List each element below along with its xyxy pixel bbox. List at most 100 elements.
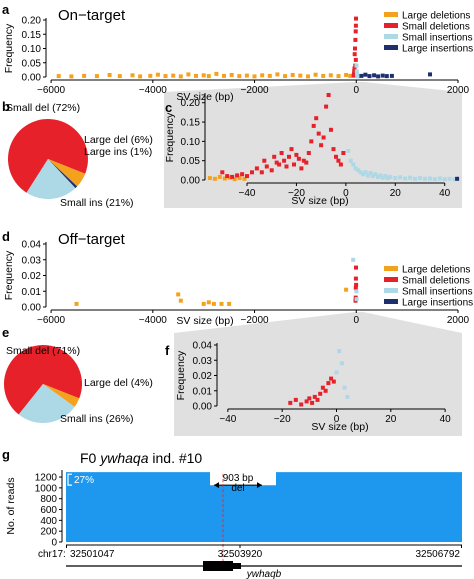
point-large-del-0	[74, 301, 79, 306]
pie-label: Small ins (21%)	[60, 197, 134, 209]
point-large-del-23	[260, 73, 265, 78]
point-small-ins-1	[348, 158, 353, 163]
point-small-del-9	[320, 385, 325, 390]
point-large-del-3	[94, 74, 99, 79]
point-large-ins-2	[367, 74, 372, 79]
point-small-del-4	[353, 46, 357, 51]
y-tick-label: 1000	[35, 483, 58, 494]
y-tick-label: 0.03	[22, 255, 42, 266]
pie-slice-large-del	[48, 159, 86, 187]
point-large-del-26	[283, 74, 288, 79]
point-small-del-3	[235, 173, 240, 178]
x-tick-label: −4000	[139, 85, 168, 96]
deletion-size-label: 903 bp	[223, 473, 254, 484]
point-small-ins-4	[356, 168, 361, 173]
y-tick-label: 0	[51, 538, 57, 549]
point-small-ins-20	[403, 176, 408, 181]
point-small-del-15	[279, 151, 284, 155]
point-large-del-15	[201, 73, 206, 78]
point-small-ins-24	[422, 176, 427, 181]
point-small-del-18	[287, 154, 291, 159]
panel-letter-c: c	[165, 100, 172, 115]
point-small-del-8	[318, 391, 323, 396]
point-small-ins-25	[427, 176, 432, 181]
point-small-del-2	[353, 286, 358, 291]
point-large-del-22	[252, 74, 257, 79]
point-small-del-16	[282, 158, 287, 163]
point-small-del-38	[336, 158, 341, 163]
x-tick-label: −40	[239, 188, 256, 199]
point-large-del-25	[275, 72, 280, 77]
point-small-ins-8	[366, 173, 371, 178]
point-small-ins-22	[413, 176, 417, 181]
x-tick-label: 20	[385, 414, 397, 425]
point-small-del-20	[292, 162, 296, 167]
legend-swatch	[384, 266, 398, 271]
zoom-trapezoid	[174, 312, 462, 436]
point-large-del-7	[138, 74, 143, 79]
point-large-del-5	[117, 74, 122, 79]
legend-label: Small deletions	[402, 22, 470, 33]
point-large-del-20	[237, 74, 242, 79]
point-small-del-31	[319, 143, 324, 148]
y-axis-label: No. of reads	[5, 477, 17, 534]
panel-letter-b: b	[2, 99, 10, 114]
point-large-ins-6	[384, 74, 389, 79]
point-small-ins-15	[383, 174, 388, 179]
point-small-ins-18	[393, 176, 398, 181]
point-small-del-5	[354, 282, 359, 287]
y-axis-label: Frequency	[175, 350, 187, 400]
point-small-del-0	[288, 400, 293, 405]
point-small-ins-23	[418, 176, 422, 181]
point-small-ins-28	[442, 177, 447, 182]
point-small-del-27	[309, 139, 314, 144]
point-small-ins-1	[354, 69, 359, 74]
point-large-del-0	[56, 74, 61, 79]
point-large-del-6	[237, 176, 242, 181]
y-tick-label: 0.00	[22, 303, 42, 314]
percent-label: 27%	[74, 475, 94, 486]
x-tick-label: 20	[390, 188, 402, 199]
point-small-del-2	[299, 402, 304, 407]
point-small-del-13	[331, 379, 336, 384]
point-small-ins-11	[373, 172, 378, 177]
point-small-del-33	[324, 104, 329, 109]
point-large-ins-0	[359, 73, 364, 78]
x-tick-label: 40	[440, 414, 452, 425]
point-large-del-18	[222, 73, 226, 78]
x-tick-label: −40	[219, 414, 236, 425]
legend-swatch	[384, 277, 398, 282]
point-small-del-32	[321, 135, 326, 140]
point-small-del-19	[289, 147, 294, 152]
point-large-del-19	[229, 73, 234, 77]
point-large-del-7	[242, 176, 247, 181]
point-large-del-2	[178, 298, 183, 303]
y-tick-label: 0.02	[22, 271, 42, 282]
point-small-del-23	[299, 166, 304, 171]
point-small-del-7	[254, 166, 259, 171]
point-large-del-14	[194, 73, 198, 78]
point-large-del-1	[212, 176, 217, 181]
point-small-del-22	[296, 156, 301, 161]
point-small-del-35	[329, 127, 333, 132]
point-large-del-5	[211, 301, 216, 306]
point-small-del-26	[306, 151, 311, 155]
gene-label: ywhaqb	[246, 569, 282, 579]
deletion-del-label: del	[231, 483, 244, 494]
x-axis-label: SV size (bp)	[311, 421, 368, 433]
point-large-ins-3	[372, 73, 377, 78]
y-tick-label: 0.04	[193, 341, 213, 352]
pie-slice-large-ins	[48, 159, 78, 189]
point-small-del-30	[316, 131, 321, 136]
point-small-ins-0	[354, 63, 359, 68]
y-tick-label: 0.20	[22, 16, 42, 27]
x-tick-label: 0	[353, 315, 359, 326]
point-large-del-12	[178, 74, 183, 79]
legend-swatch	[384, 299, 398, 304]
point-small-del-8	[259, 170, 264, 175]
point-small-ins-21	[408, 175, 413, 180]
point-large-del-6	[219, 301, 224, 306]
y-tick-label: 0.03	[193, 356, 213, 367]
y-tick-label: 0.00	[193, 402, 213, 413]
